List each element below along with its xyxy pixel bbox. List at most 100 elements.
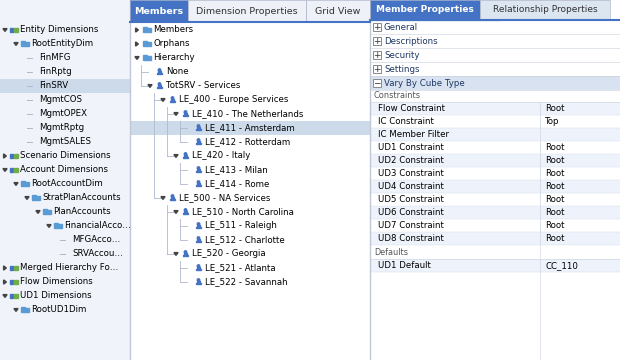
Bar [170,199,175,200]
Bar [184,113,187,115]
Bar [196,129,201,130]
Text: Flow Constraint: Flow Constraint [378,104,445,113]
Text: Hierarchy: Hierarchy [153,54,195,63]
Circle shape [184,153,187,155]
Bar [373,79,381,87]
Bar [184,155,187,157]
Bar [370,219,620,232]
Bar [143,56,151,60]
Bar [170,197,174,199]
Text: Grid View: Grid View [316,6,361,15]
Text: Members: Members [153,26,193,35]
Bar [21,182,29,186]
Bar [130,0,188,22]
Bar [370,115,620,128]
Bar [197,225,200,227]
Text: UD1 Default: UD1 Default [378,261,431,270]
Polygon shape [4,154,6,158]
Bar [32,196,40,200]
Bar [143,27,146,28]
Bar [196,283,201,284]
Polygon shape [3,294,7,297]
Bar [21,308,29,312]
Text: LE_420 - Italy: LE_420 - Italy [192,152,250,161]
Polygon shape [161,197,165,199]
Bar [0,0,130,360]
Text: None: None [166,68,188,77]
Bar [480,0,610,20]
Circle shape [158,69,161,71]
Text: +: + [373,36,381,45]
Bar [370,259,620,272]
Polygon shape [148,85,152,87]
Text: CC_110: CC_110 [545,261,578,270]
Text: LE_411 - Amsterdam: LE_411 - Amsterdam [205,123,294,132]
Text: +: + [373,50,381,59]
Text: Root: Root [545,143,564,152]
Text: UD4 Constraint: UD4 Constraint [378,182,444,191]
Bar [14,154,18,158]
Text: RootEntityDim: RootEntityDim [31,40,93,49]
Bar [170,99,174,101]
Bar [43,210,51,214]
Circle shape [197,265,200,267]
Text: Root: Root [545,234,564,243]
Bar [184,211,187,213]
Text: MFGAcco…: MFGAcco… [72,235,120,244]
Circle shape [184,111,187,113]
Polygon shape [4,280,6,284]
Bar [130,0,370,360]
Bar [197,127,200,129]
Circle shape [197,223,200,225]
Bar [143,41,146,42]
Bar [370,154,620,167]
Text: LE_414 - Rome: LE_414 - Rome [205,180,269,189]
Bar [10,266,14,270]
Text: FinRptg: FinRptg [39,68,72,77]
Text: UD3 Constraint: UD3 Constraint [378,169,444,178]
Bar [21,42,29,46]
Bar [373,23,381,31]
Text: Members: Members [135,6,184,15]
Bar [130,0,188,22]
Bar [157,87,162,88]
Bar [196,185,201,186]
Bar [54,223,58,224]
Bar [183,255,188,256]
Polygon shape [14,42,18,45]
Bar [196,227,201,228]
Text: Account Dimensions: Account Dimensions [20,166,108,175]
Bar [197,169,200,171]
Text: MgmtSALES: MgmtSALES [39,138,91,147]
Text: LE_522 - Savannah: LE_522 - Savannah [205,278,288,287]
Polygon shape [47,225,51,228]
Text: Constraints: Constraints [374,90,421,99]
Text: RootAccountDim: RootAccountDim [31,180,103,189]
Text: Root: Root [545,169,564,178]
Bar [197,239,200,241]
Text: StratPlanAccounts: StratPlanAccounts [42,194,121,202]
Text: +: + [373,22,381,31]
Bar [10,168,14,172]
Text: IC Constraint: IC Constraint [378,117,434,126]
Bar [32,195,35,196]
Circle shape [171,195,174,197]
Bar [196,241,201,242]
Bar [14,280,18,284]
Polygon shape [135,57,139,59]
Bar [14,294,18,298]
Polygon shape [161,99,165,102]
Text: FinMFG: FinMFG [39,54,71,63]
Bar [143,28,151,32]
Text: RootUD1Dim: RootUD1Dim [31,306,86,315]
Text: UD1 Dimensions: UD1 Dimensions [20,292,92,301]
Bar [21,307,25,308]
Bar [14,266,18,270]
Bar [54,224,62,228]
Bar [370,193,620,206]
Text: LE_500 - NA Services: LE_500 - NA Services [179,194,270,202]
Text: General: General [384,22,418,31]
Circle shape [197,181,200,183]
Polygon shape [3,28,7,31]
Text: MgmtOPEX: MgmtOPEX [39,109,87,118]
